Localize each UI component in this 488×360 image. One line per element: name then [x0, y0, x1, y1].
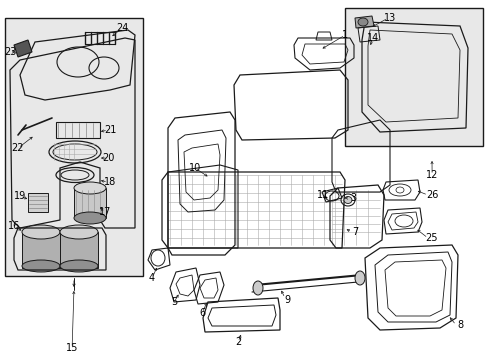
Ellipse shape — [74, 212, 106, 224]
Ellipse shape — [60, 260, 98, 272]
Polygon shape — [354, 16, 373, 28]
Text: 17: 17 — [99, 207, 111, 217]
Polygon shape — [60, 232, 98, 268]
Text: 14: 14 — [366, 33, 378, 43]
Text: 19: 19 — [14, 191, 26, 201]
Ellipse shape — [343, 197, 351, 203]
Polygon shape — [22, 232, 60, 268]
Ellipse shape — [354, 271, 364, 285]
Bar — [345, 8, 482, 146]
Text: 1: 1 — [341, 30, 347, 40]
Text: 23: 23 — [4, 47, 16, 57]
Text: 21: 21 — [103, 125, 116, 135]
Text: 13: 13 — [383, 13, 395, 23]
Bar — [74, 188, 106, 218]
Text: 26: 26 — [425, 190, 437, 200]
Text: 7: 7 — [351, 227, 357, 237]
Ellipse shape — [252, 281, 263, 295]
Text: 15: 15 — [66, 343, 78, 353]
Text: 25: 25 — [425, 233, 437, 243]
Ellipse shape — [357, 18, 367, 26]
Text: 5: 5 — [170, 297, 177, 307]
Text: 22: 22 — [12, 143, 24, 153]
Text: 11: 11 — [316, 190, 328, 200]
Text: 6: 6 — [199, 308, 204, 318]
Text: 2: 2 — [234, 337, 241, 347]
Text: 8: 8 — [456, 320, 462, 330]
Text: 4: 4 — [149, 273, 155, 283]
Ellipse shape — [22, 225, 60, 239]
Text: 16: 16 — [8, 221, 20, 231]
Text: 10: 10 — [188, 163, 201, 173]
Polygon shape — [28, 193, 48, 212]
Polygon shape — [14, 40, 32, 57]
Ellipse shape — [60, 225, 98, 239]
Text: 3: 3 — [349, 193, 355, 203]
Text: 24: 24 — [116, 23, 128, 33]
Ellipse shape — [22, 260, 60, 272]
Text: 20: 20 — [102, 153, 114, 163]
Text: 9: 9 — [284, 295, 289, 305]
Text: 12: 12 — [425, 170, 437, 180]
Bar — [5, 18, 142, 276]
Text: 18: 18 — [103, 177, 116, 187]
Ellipse shape — [74, 182, 106, 194]
